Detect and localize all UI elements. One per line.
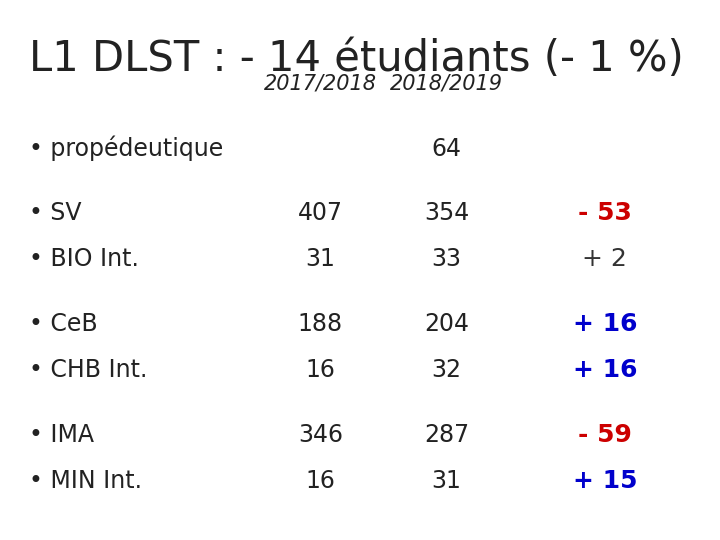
Text: + 16: + 16: [572, 358, 637, 382]
Text: 287: 287: [424, 423, 469, 447]
Text: 188: 188: [298, 312, 343, 336]
Text: 33: 33: [431, 247, 462, 271]
Text: • propédeutique: • propédeutique: [29, 136, 223, 161]
Text: • CeB: • CeB: [29, 312, 97, 336]
Text: • CHB Int.: • CHB Int.: [29, 358, 147, 382]
Text: • IMA: • IMA: [29, 423, 94, 447]
Text: 354: 354: [424, 201, 469, 225]
Text: - 59: - 59: [578, 423, 631, 447]
Text: + 2: + 2: [582, 247, 627, 271]
Text: 346: 346: [298, 423, 343, 447]
Text: 204: 204: [424, 312, 469, 336]
Text: L1 DLST : - 14 étudiants (- 1 %): L1 DLST : - 14 étudiants (- 1 %): [29, 38, 683, 80]
Text: 32: 32: [431, 358, 462, 382]
Text: + 16: + 16: [572, 312, 637, 336]
Text: + 15: + 15: [572, 469, 637, 492]
Text: 2018/2019: 2018/2019: [390, 73, 503, 94]
Text: 31: 31: [305, 247, 336, 271]
Text: • BIO Int.: • BIO Int.: [29, 247, 139, 271]
Text: 16: 16: [305, 469, 336, 492]
Text: 31: 31: [431, 469, 462, 492]
Text: • MIN Int.: • MIN Int.: [29, 469, 142, 492]
Text: - 53: - 53: [578, 201, 631, 225]
Text: 2017/2018: 2017/2018: [264, 73, 377, 94]
Text: 16: 16: [305, 358, 336, 382]
Text: 407: 407: [298, 201, 343, 225]
Text: 64: 64: [431, 137, 462, 160]
Text: • SV: • SV: [29, 201, 81, 225]
